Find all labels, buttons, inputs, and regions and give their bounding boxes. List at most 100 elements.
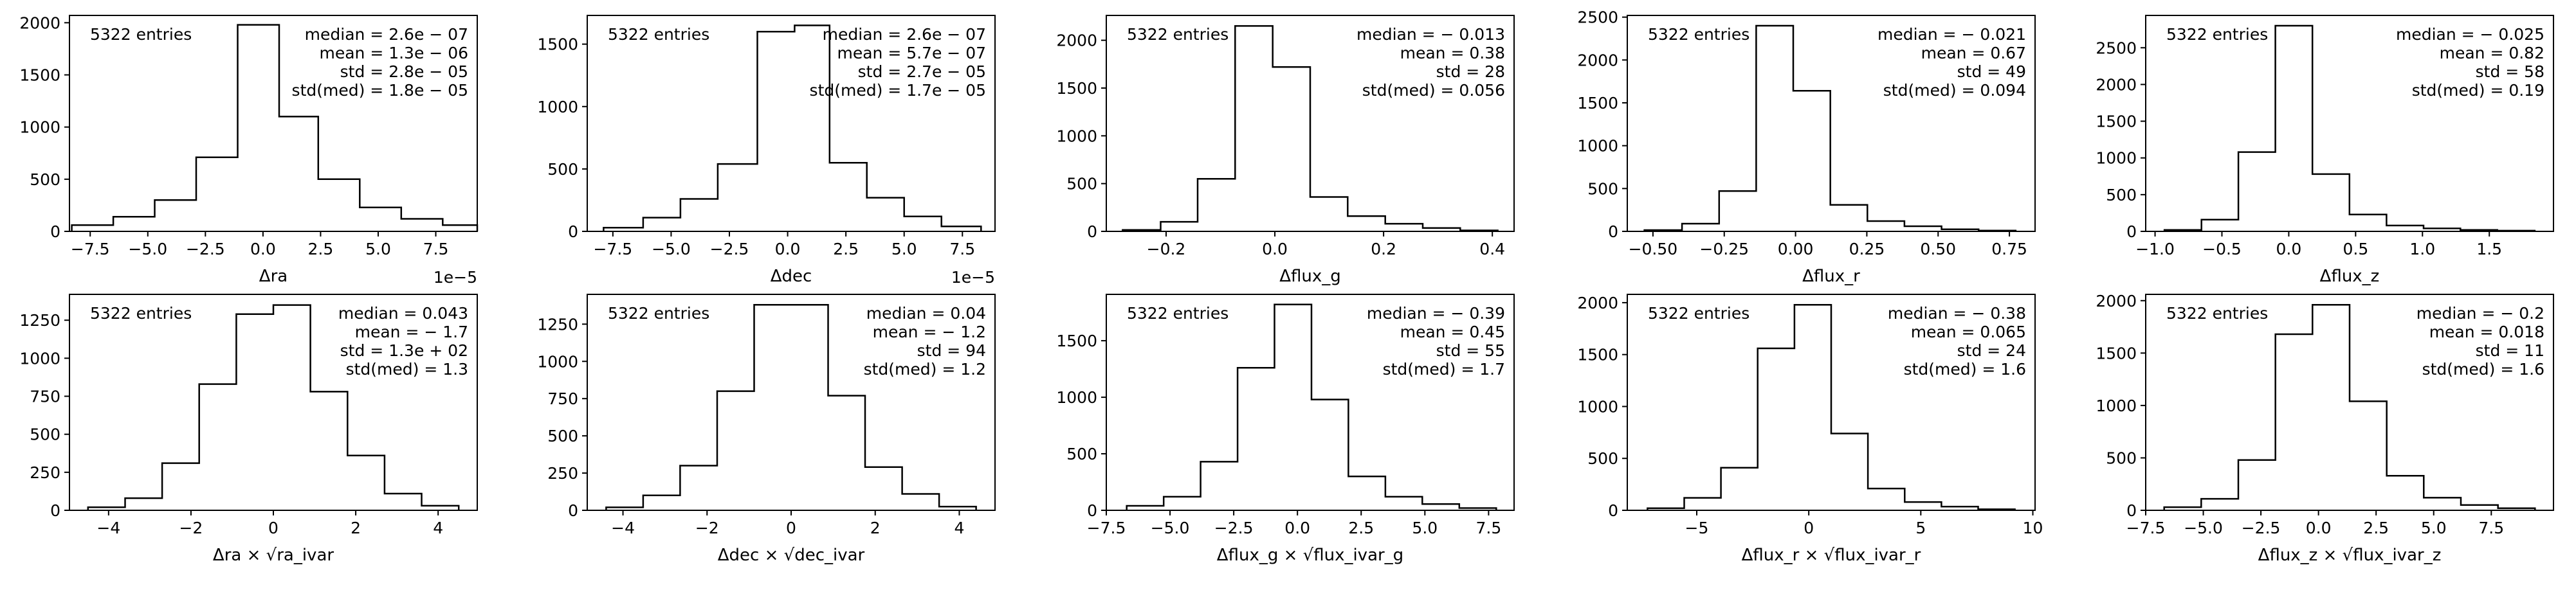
histogram-panel: −7.5 −5.0 −2.5 0.0 2.5 5.0 7.5 0 500 1000 1500 2000… [2096, 292, 2554, 565]
y-tick-label: 1000 [537, 352, 578, 371]
histogram-bin [2238, 152, 2276, 231]
stats-label: std(med) = 1.6 [2422, 360, 2544, 379]
y-tick-label: 1500 [1056, 332, 1097, 350]
histogram-bin [2312, 174, 2350, 231]
x-tick-label: 0.75 [1991, 240, 2027, 258]
x-tick-label: 7.5 [949, 240, 975, 258]
y-tick-label: 0 [568, 501, 578, 520]
histogram-bin [865, 467, 902, 510]
entries-label: 5322 entries [1127, 25, 1229, 44]
x-tick-label: 5.0 [2421, 519, 2447, 537]
histogram-bin [754, 305, 791, 510]
histogram-bin [72, 225, 113, 231]
stats-label: median = − 0.39 [1367, 304, 1505, 323]
histogram-bin [904, 217, 942, 231]
x-tick-label: 0.0 [1262, 240, 1288, 258]
histogram-bin [162, 463, 199, 510]
stats-label: mean = 0.67 [1921, 44, 2026, 62]
histogram-bin [1310, 197, 1347, 231]
histogram-panel: −4 −2 0 2 4 0 250 500 750 1000 1250 Δdec × √dec_iva… [537, 294, 996, 565]
y-tick-label: 1000 [537, 98, 578, 116]
histogram-bin [1721, 468, 1758, 510]
histogram-bin [1422, 504, 1459, 510]
y-tick-label: 1250 [537, 315, 578, 334]
histogram-bin [2312, 305, 2350, 510]
x-tick-label: 10 [2023, 519, 2043, 537]
histogram-bin [1235, 26, 1272, 231]
histogram-bin [2386, 226, 2424, 231]
x-tick-label: 2.5 [2363, 519, 2389, 537]
histogram-bin [1831, 433, 1868, 510]
histogram-bin [2276, 26, 2313, 231]
x-tick-label: 0.25 [1849, 240, 1885, 258]
histogram-panel: −4 −2 0 2 4 0 250 500 750 1000 1250 Δra × √ra_ivar 5… [19, 294, 478, 565]
x-offset-label: 1e−5 [951, 268, 995, 287]
x-tick-label: 0.5 [2343, 240, 2368, 258]
y-tick-label: 1500 [537, 35, 578, 54]
histogram-bin [113, 217, 154, 231]
y-tick-label: 500 [547, 427, 578, 445]
y-tick-label: 250 [30, 463, 60, 482]
y-tick-label: 0 [1087, 222, 1097, 241]
stats-label: std = 2.7e − 05 [858, 62, 986, 81]
histogram-bin [1684, 498, 1721, 510]
y-tick-label: 1500 [2096, 112, 2137, 131]
histogram-bin [2202, 220, 2238, 231]
y-tick-label: 500 [30, 170, 60, 189]
histogram-bars [603, 24, 982, 231]
x-tick-label: 2.5 [308, 240, 334, 258]
y-tick-label: 500 [2106, 449, 2137, 467]
x-tick-label: 0.0 [250, 240, 276, 258]
y-tick-label: 2500 [1577, 8, 1618, 27]
histogram-bin [717, 391, 754, 510]
stats-label: mean = 0.38 [1400, 44, 1505, 62]
stats-label: std(med) = 1.8e − 05 [292, 81, 468, 100]
y-tick-label: 500 [1066, 175, 1097, 193]
y-tick-label: 1500 [2096, 344, 2137, 362]
histogram-bin [2238, 460, 2276, 510]
histogram-bars [1647, 303, 2016, 510]
histogram-bin [1311, 400, 1348, 510]
histogram-bars [2163, 304, 2536, 510]
histogram-bin [1385, 224, 1423, 231]
stats-label: median = 2.6e − 07 [305, 25, 468, 44]
histogram-bin [828, 396, 866, 510]
y-tick-label: 0 [1608, 501, 1618, 520]
histogram-bin [1161, 222, 1198, 231]
histogram-panel: −1.0 −0.5 0.0 0.5 1.0 1.5 0 500 1000 1500 2000 2500… [2096, 15, 2554, 286]
stats-label: std = 94 [917, 341, 986, 360]
axes-frame [2145, 294, 2554, 511]
x-tick-label: −7.5 [2126, 519, 2166, 537]
y-tick-label: 1000 [1577, 137, 1618, 156]
histogram-bin [1719, 191, 1757, 231]
stats-label: std(med) = 1.2 [864, 360, 986, 379]
axes-frame [1627, 15, 2036, 232]
x-tick-label: 4 [954, 519, 964, 537]
entries-label: 5322 entries [608, 25, 709, 44]
x-tick-label: 0 [786, 519, 796, 537]
y-tick-label: 2000 [1577, 51, 1618, 69]
histogram-bin [681, 199, 718, 231]
x-axis-label: Δflux_z [2320, 267, 2380, 286]
x-tick-label: 2 [351, 519, 361, 537]
histogram-bin [2424, 497, 2461, 510]
y-tick-label: 1000 [1056, 127, 1097, 145]
x-tick-label: −5.0 [2184, 519, 2223, 537]
x-tick-label: 0.4 [1479, 240, 1505, 258]
histogram-bin [196, 157, 237, 231]
x-tick-label: 1.5 [2476, 240, 2502, 258]
histogram-bars [71, 24, 479, 231]
histogram-bin [385, 494, 422, 510]
x-tick-label: −2 [179, 519, 203, 537]
axes-frame [2145, 15, 2554, 232]
histogram-bin [1238, 368, 1274, 510]
y-tick-label: 0 [50, 501, 60, 520]
stats-label: std = 58 [2476, 62, 2544, 81]
histogram-bin [1348, 476, 1385, 510]
stats-label: mean = 0.065 [1911, 323, 2026, 341]
y-tick-label: 500 [1066, 445, 1097, 463]
histogram-bin [2461, 505, 2498, 510]
stats-label: std(med) = 0.19 [2412, 81, 2544, 100]
y-tick-label: 250 [547, 464, 578, 483]
x-tick-label: 0.0 [1284, 519, 1310, 537]
